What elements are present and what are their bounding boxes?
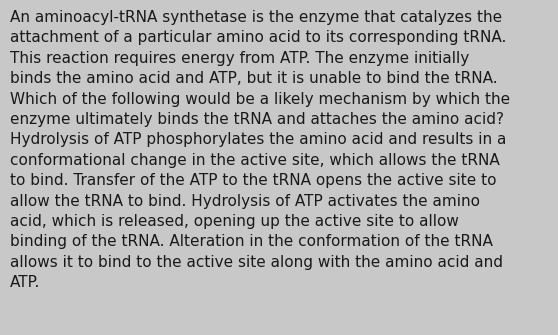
Text: An aminoacyl-tRNA synthetase is the enzyme that catalyzes the
attachment of a pa: An aminoacyl-tRNA synthetase is the enzy… <box>10 10 510 290</box>
